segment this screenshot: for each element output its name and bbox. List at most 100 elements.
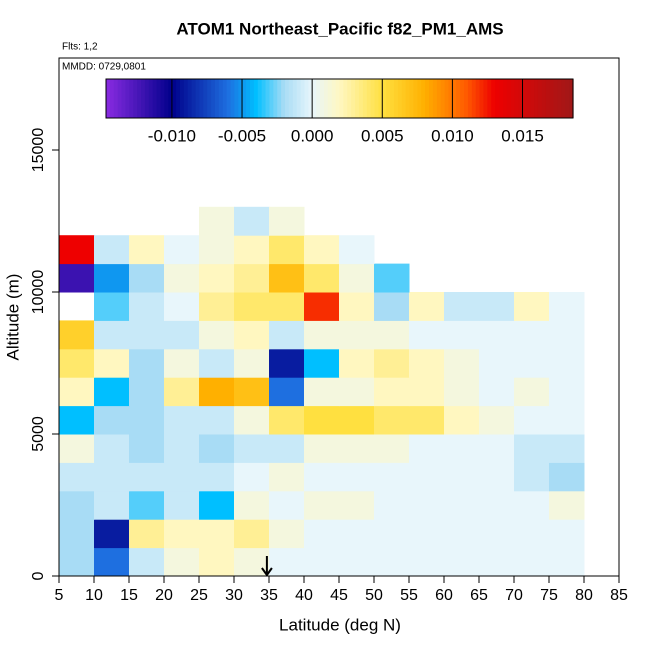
x-tick-label: 5 — [55, 587, 64, 604]
heat-cell — [409, 434, 445, 463]
heat-cell — [234, 292, 270, 321]
colorbar-swatch — [456, 79, 461, 118]
colorbar-swatch — [176, 79, 181, 118]
x-tick-label: 10 — [85, 587, 103, 604]
heat-cell — [199, 547, 235, 577]
colorbar-swatch — [308, 79, 313, 118]
heat-cell — [234, 348, 270, 378]
colorbar-swatch — [168, 79, 173, 118]
y-tick-label: 0 — [30, 571, 47, 580]
colorbar-swatch — [125, 79, 130, 118]
heat-cell — [479, 462, 515, 492]
heat-cell — [269, 462, 305, 492]
colorbar-swatch — [358, 79, 364, 118]
colorbar-swatch — [386, 79, 391, 118]
colorbar-swatch — [144, 79, 150, 118]
colorbar-swatch — [405, 79, 411, 118]
heat-cell — [94, 235, 130, 265]
colorbar-swatch — [370, 79, 376, 118]
heat-cell — [94, 405, 130, 435]
heat-cell — [269, 235, 305, 265]
heat-cell — [339, 377, 375, 407]
heat-cell — [94, 377, 130, 407]
heat-cell — [479, 292, 515, 321]
heat-cell — [339, 348, 375, 378]
heat-cell — [304, 292, 340, 321]
colorbar-swatch — [300, 79, 306, 118]
heat-cell — [549, 348, 585, 378]
heat-cell — [199, 434, 235, 463]
colorbar-swatch — [440, 79, 446, 118]
colorbar-swatch — [261, 79, 267, 118]
heat-cell — [339, 547, 375, 577]
colorbar-swatch — [214, 79, 220, 118]
colorbar-swatch — [479, 79, 485, 118]
colorbar-swatch — [172, 79, 177, 118]
colorbar-tick-label: -0.010 — [148, 126, 196, 145]
colorbar-swatch — [269, 79, 274, 118]
heat-cell — [304, 519, 340, 549]
colorbar-swatch — [234, 79, 239, 118]
heat-cell — [234, 405, 270, 435]
heat-cell — [59, 547, 95, 577]
colorbar-tick-label: 0.010 — [431, 126, 474, 145]
colorbar-swatch — [106, 79, 111, 118]
heat-cell — [549, 462, 585, 492]
heat-cell — [549, 490, 585, 520]
heat-cell — [129, 377, 165, 407]
colorbar-swatch — [164, 79, 169, 118]
heat-cell — [304, 377, 340, 407]
colorbar-swatch — [366, 79, 372, 118]
heat-cell — [339, 235, 375, 265]
colorbar-swatch — [285, 79, 290, 118]
colorbar-swatch — [226, 79, 232, 118]
colorbar-swatch — [288, 79, 294, 118]
colorbar-swatch — [393, 79, 399, 118]
heat-cell — [164, 434, 200, 463]
colorbar-swatch — [355, 79, 360, 118]
heat-cell — [339, 434, 375, 463]
heat-cell — [549, 519, 585, 549]
colorbar-swatch — [148, 79, 154, 118]
heat-cell — [94, 348, 130, 378]
heat-cell — [164, 405, 200, 435]
colorbar-tick-label: 0.015 — [501, 126, 544, 145]
colorbar-swatch — [541, 79, 547, 118]
heat-cell — [409, 490, 445, 520]
colorbar-swatch — [417, 79, 422, 118]
heat-cell — [549, 377, 585, 407]
heat-cell — [444, 519, 480, 549]
heat-cell — [269, 320, 305, 350]
colorbar-tick-label: -0.005 — [218, 126, 266, 145]
heat-cell — [59, 377, 95, 407]
heat-cell — [339, 292, 375, 321]
colorbar-swatch — [141, 79, 146, 118]
heat-cell — [59, 434, 95, 463]
heat-cell — [444, 405, 480, 435]
heat-cell — [234, 263, 270, 293]
heat-cell — [129, 519, 165, 549]
heat-cell — [304, 263, 340, 293]
colorbar-swatch — [109, 79, 115, 118]
colorbar-swatch — [160, 79, 165, 118]
colorbar-swatch — [316, 79, 321, 118]
heat-cell — [304, 235, 340, 265]
heat-cell — [549, 405, 585, 435]
heat-cell — [479, 320, 515, 350]
heat-cell — [269, 348, 305, 378]
colorbar-swatch — [526, 79, 531, 118]
heat-cell — [549, 547, 585, 577]
heat-cell — [479, 519, 515, 549]
heat-cell — [549, 292, 585, 321]
colorbar-swatch — [425, 79, 430, 118]
x-tick-label: 50 — [365, 587, 383, 604]
heat-cell — [234, 377, 270, 407]
heat-cell — [269, 519, 305, 549]
heat-cell — [94, 462, 130, 492]
heat-cell — [409, 348, 445, 378]
colorbar-swatch — [238, 79, 243, 118]
colorbar-swatch — [413, 79, 418, 118]
x-tick-label: 45 — [330, 587, 348, 604]
heat-cell — [129, 292, 165, 321]
heat-cell — [479, 377, 515, 407]
